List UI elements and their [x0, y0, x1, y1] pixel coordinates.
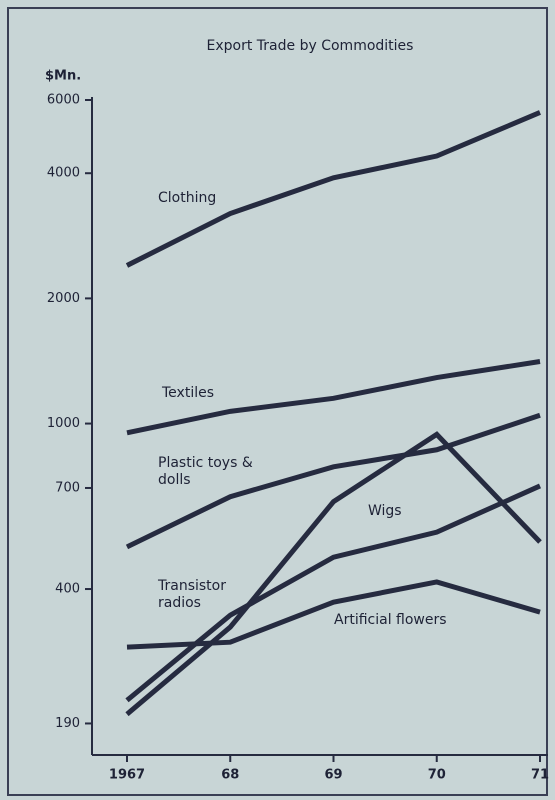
y-tick-label: 190: [55, 716, 80, 731]
y-tick-label: 1000: [47, 416, 80, 431]
series-label: Transistor radios: [158, 578, 226, 611]
x-tick-label: 70: [428, 768, 446, 783]
series-line: [126, 359, 541, 436]
y-tick-label: 700: [55, 480, 80, 495]
series-label: Clothing: [158, 190, 217, 206]
series-label: Artificial flowers: [334, 612, 447, 628]
series-label: Plastic toys & dolls: [158, 455, 253, 488]
y-tick-label: 6000: [47, 93, 80, 108]
x-tick-label: 69: [324, 768, 342, 783]
y-tick-label: 4000: [47, 166, 80, 181]
series-line: [125, 431, 542, 717]
x-tick-label: 68: [221, 768, 239, 783]
chart-title: Export Trade by Commodities: [207, 38, 414, 54]
series-label: Textiles: [162, 385, 215, 401]
x-tick-label: 1967: [109, 768, 145, 783]
y-axis-label: $Mn.: [45, 69, 81, 84]
series-line: [125, 110, 541, 268]
series-line: [125, 412, 541, 550]
series-line: [126, 579, 541, 650]
x-tick-label: 71: [531, 768, 549, 783]
frame: [7, 7, 548, 796]
y-tick-label: 2000: [47, 291, 80, 306]
y-tick-label: 400: [55, 582, 80, 597]
series-label: Wigs: [368, 503, 402, 519]
